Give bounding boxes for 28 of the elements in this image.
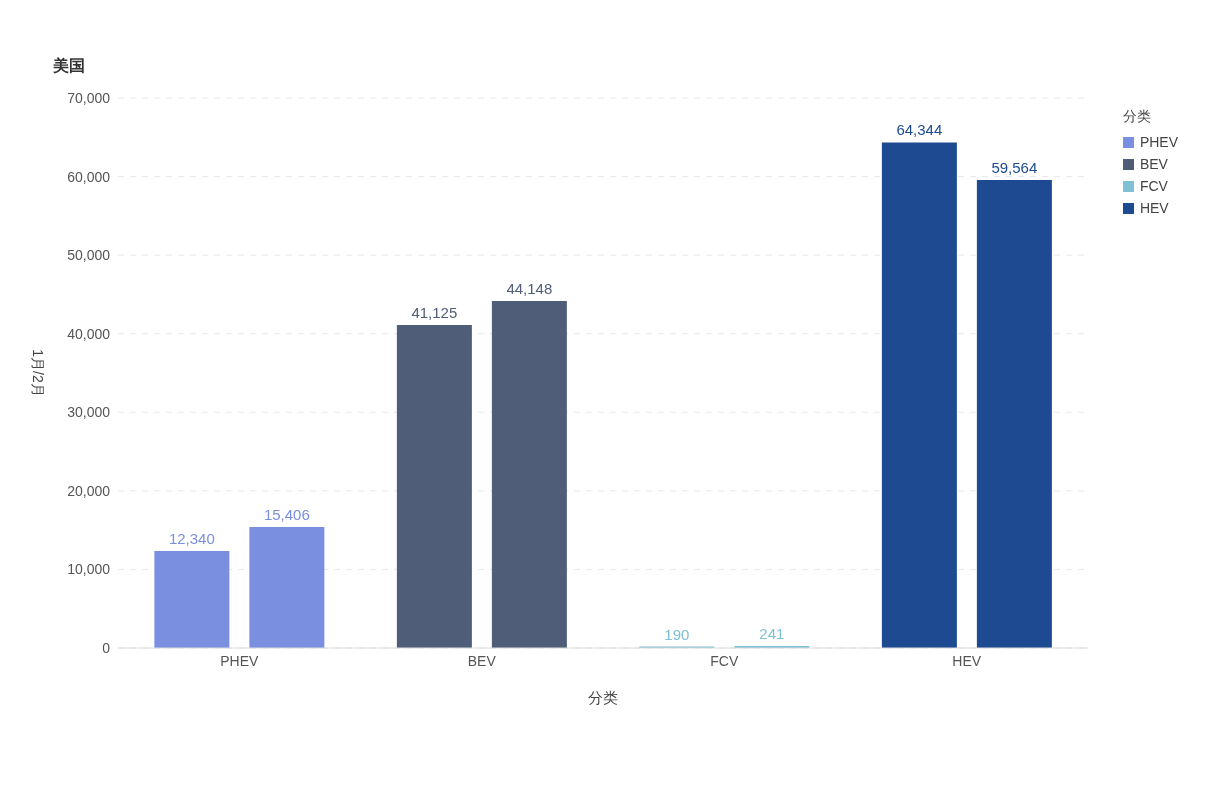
y-tick-label: 30,000 xyxy=(67,404,111,421)
y-axis-title: 1月/2月 xyxy=(30,349,47,397)
data-label: 41,125 xyxy=(411,303,458,321)
y-tick-label: 20,000 xyxy=(67,482,111,499)
legend-label: FCV xyxy=(1139,178,1168,194)
y-tick-label: 50,000 xyxy=(67,247,111,264)
legend-title: 分类 xyxy=(1122,108,1152,126)
x-tick-label: BEV xyxy=(467,652,497,669)
data-label: 59,564 xyxy=(991,159,1038,176)
legend-label: BEV xyxy=(1139,156,1168,172)
y-tick-label: 70,000 xyxy=(67,89,111,106)
x-tick-label: PHEV xyxy=(220,652,259,669)
legend-label: PHEV xyxy=(1139,134,1178,150)
y-tick-label: 10,000 xyxy=(67,561,111,578)
y-tick-label: 60,000 xyxy=(67,168,111,185)
data-label: 12,340 xyxy=(168,530,215,548)
legend-label: HEV xyxy=(1139,200,1169,216)
y-tick-label: 0 xyxy=(102,639,111,656)
data-label: 44,148 xyxy=(506,280,553,298)
x-tick-label: HEV xyxy=(952,652,982,669)
chart-title: 美国 xyxy=(53,56,85,76)
x-axis-title: 分类 xyxy=(588,689,618,706)
data-label: 15,406 xyxy=(263,505,310,523)
x-tick-label: FCV xyxy=(710,652,739,669)
data-label: 241 xyxy=(759,625,785,643)
y-tick-label: 40,000 xyxy=(67,325,111,342)
data-label: 190 xyxy=(664,625,690,643)
data-label: 64,344 xyxy=(896,121,943,139)
